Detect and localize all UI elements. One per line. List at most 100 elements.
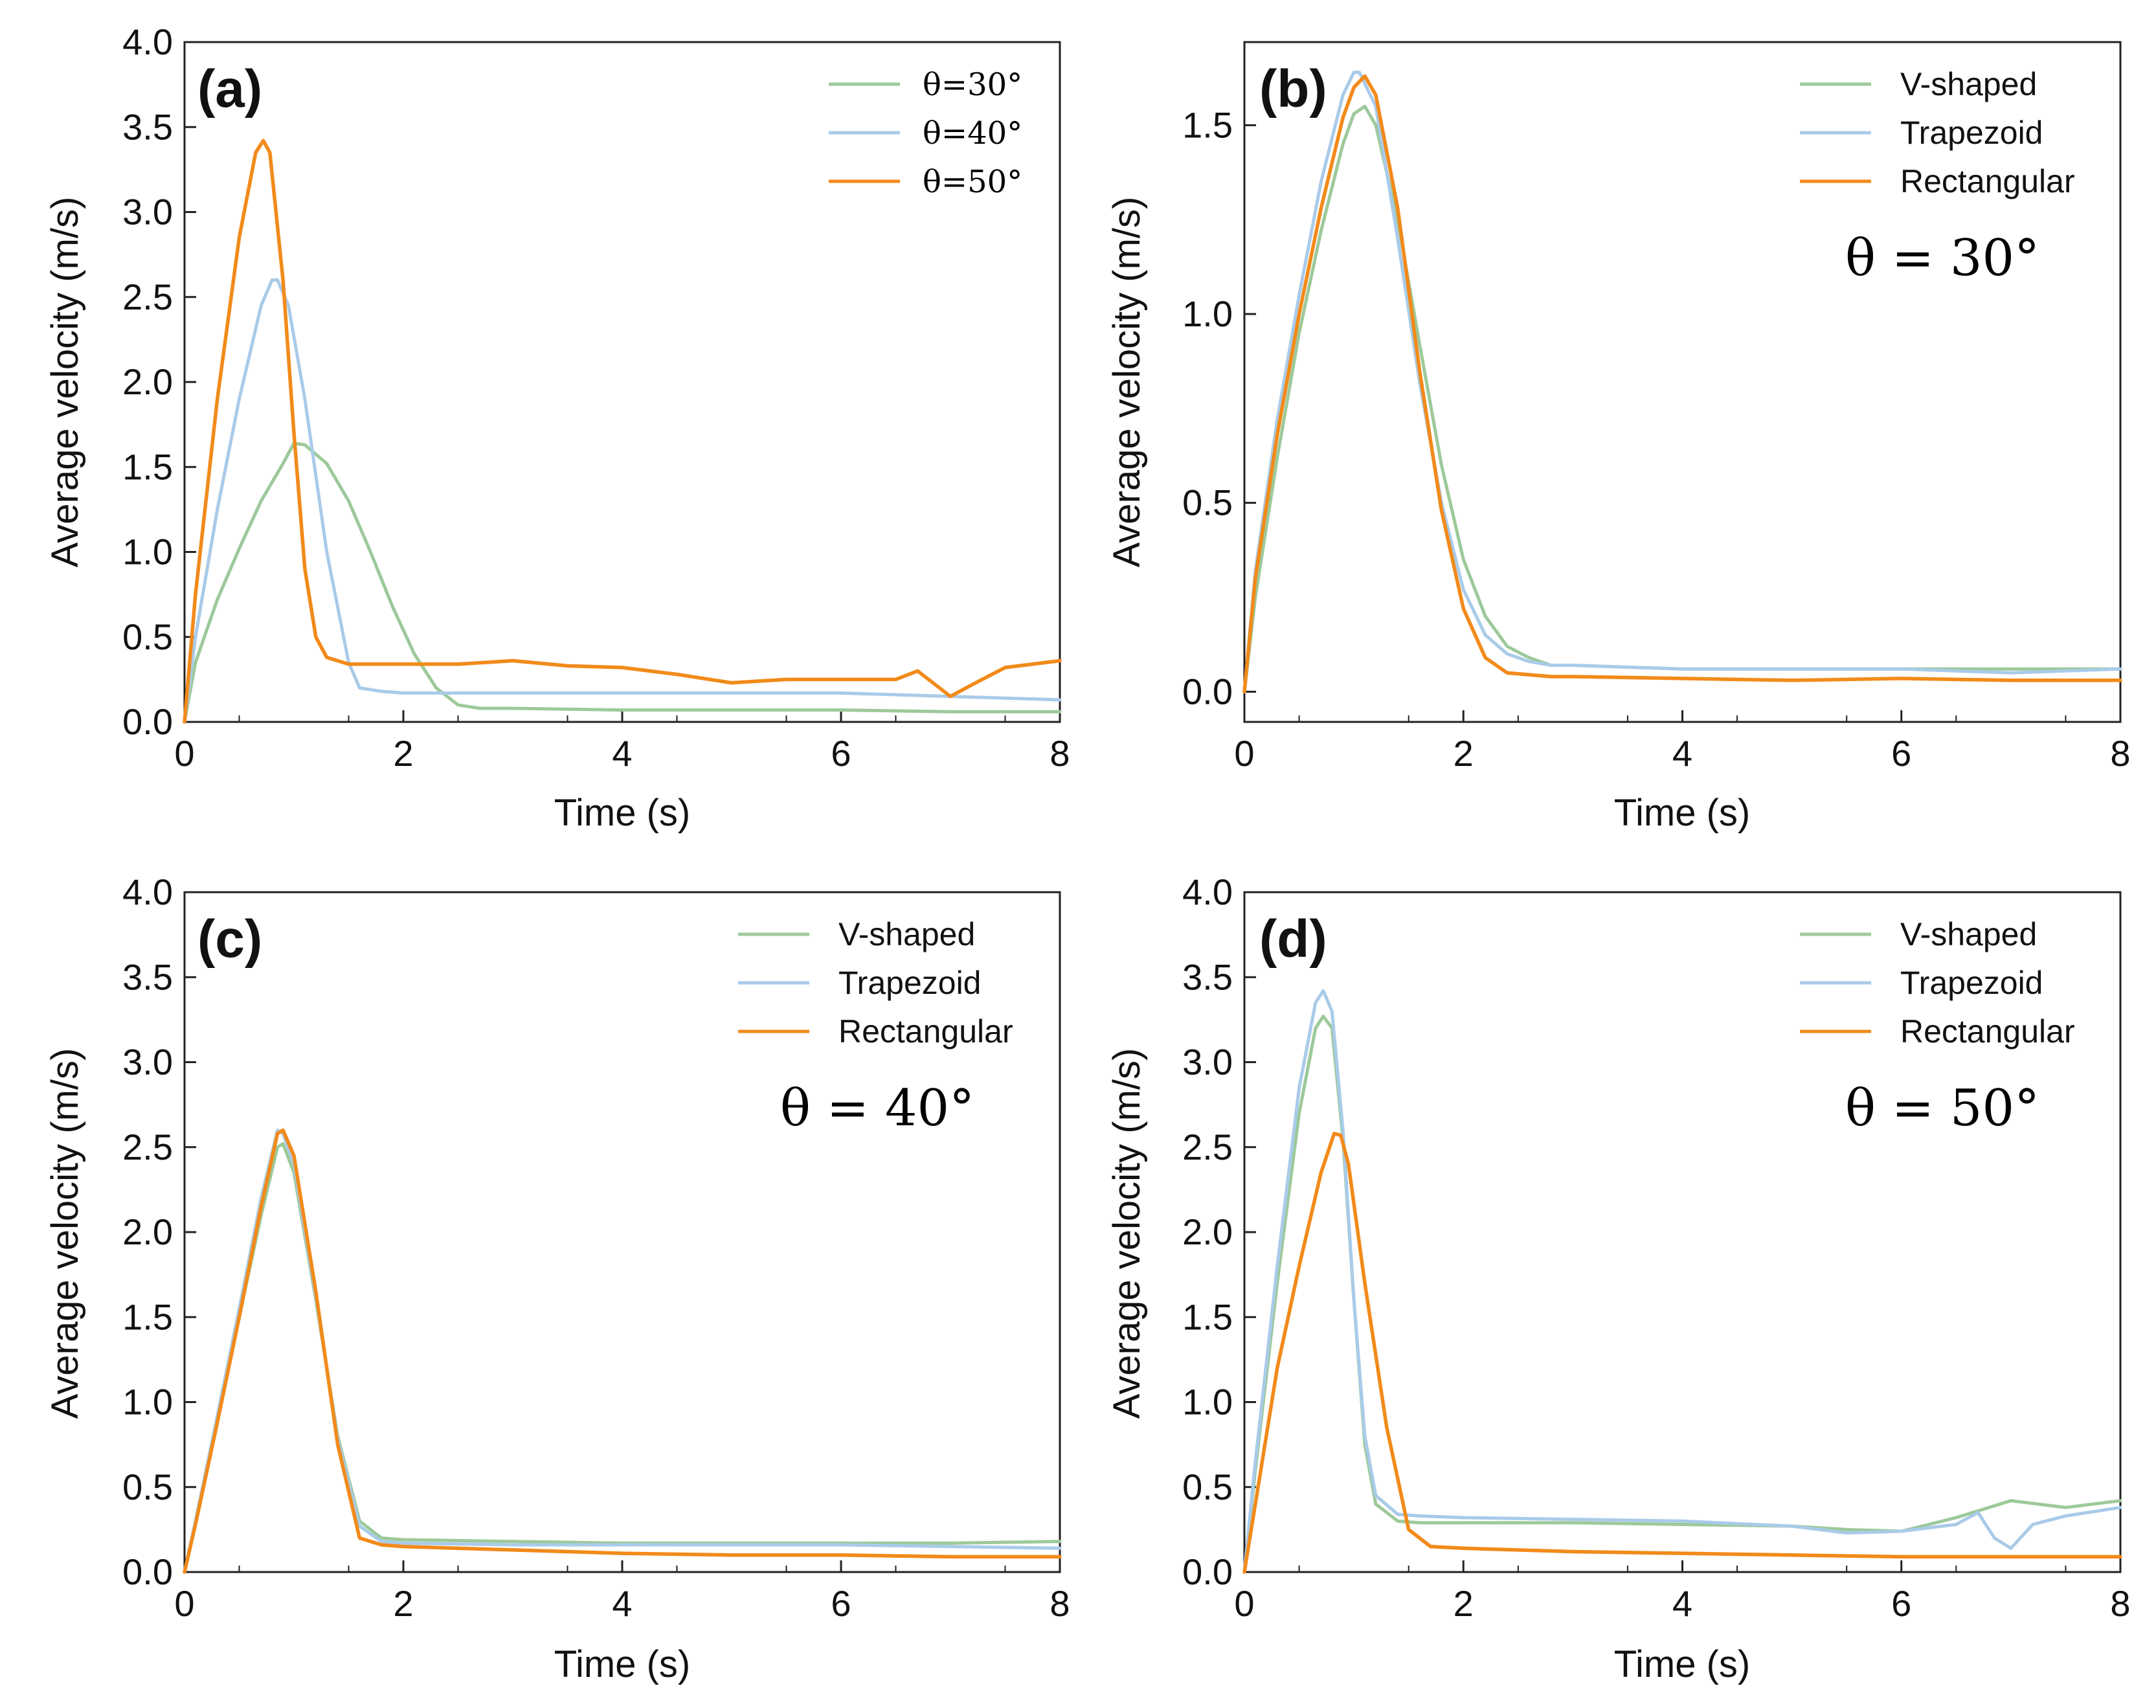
- panel-d-legend-label-1: V-shaped: [1900, 916, 2037, 952]
- panel-d-ylabel: Average velocity (m/s): [1106, 1048, 1148, 1419]
- panel-c-xtick-label-1: 2: [393, 1583, 413, 1624]
- panel-b-legend-label-1: V-shaped: [1900, 66, 2037, 102]
- panel-d-ytick-label-4: 2.0: [1182, 1211, 1233, 1252]
- panel-d-xtick-label-0: 0: [1234, 1583, 1254, 1624]
- panel-a-xtick-label-2: 4: [612, 733, 632, 774]
- panel-d-plot: 0 2 4 6 8 0.0 0.5 1.0 1.5 2.0 2.5 3.0 3.5 4.0: [1182, 871, 2130, 1624]
- panel-c-ytick-label-1: 0.5: [122, 1466, 173, 1507]
- panel-b-ytick-label-0: 0.0: [1182, 671, 1233, 712]
- panel-a-legend-label-3: θ=50°: [923, 164, 1022, 200]
- panel-b-legend-label-3: Rectangular: [1900, 163, 2075, 199]
- panel-d-ytick-label-1: 0.5: [1182, 1466, 1233, 1507]
- panel-d-xtick-label-4: 8: [2110, 1583, 2130, 1624]
- panel-d-ytick-label-5: 2.5: [1182, 1127, 1233, 1167]
- panel-c-label: (c): [197, 910, 262, 969]
- panel-d-xtick-label-1: 2: [1454, 1583, 1474, 1624]
- panel-d-ytick-label-7: 3.5: [1182, 956, 1233, 997]
- panel-c-xtick-label-0: 0: [174, 1583, 194, 1624]
- panel-b-ytick-label-1: 0.5: [1182, 482, 1233, 523]
- panel-c-ytick-label-2: 1.0: [122, 1382, 173, 1422]
- panel-a-ytick-label-8: 4.0: [122, 21, 173, 62]
- panel-d-ytick-label-2: 1.0: [1182, 1382, 1233, 1422]
- panel-d-ytick-label-8: 4.0: [1182, 871, 1233, 912]
- panel-a-xtick-label-3: 6: [831, 733, 851, 774]
- panel-c-xlabel: Time (s): [554, 1643, 690, 1685]
- panel-c-ytick-label-3: 1.5: [122, 1296, 173, 1337]
- panel-d-series-3-line: [1242, 1132, 2122, 1574]
- panel-a-ytick-label-3: 1.5: [122, 446, 173, 487]
- panel-a-series-3-line: [183, 139, 1062, 724]
- panel-b-label: (b): [1259, 60, 1327, 118]
- panel-a-ytick-label-5: 2.5: [122, 276, 173, 317]
- panel-c-series-2-line: [183, 1129, 1062, 1574]
- panel-a-ylabel: Average velocity (m/s): [44, 197, 86, 568]
- panel-d-legend-label-3: Rectangular: [1900, 1013, 2075, 1050]
- panel-b-ytick-label-2: 1.0: [1182, 293, 1233, 334]
- panel-a-xtick-label-4: 8: [1050, 733, 1070, 774]
- panel-a-legend: θ=30° θ=40° θ=50°: [829, 67, 1022, 200]
- panel-b-series-3-line: [1242, 74, 2122, 694]
- panel-c-ytick-label-5: 2.5: [122, 1127, 173, 1167]
- panel-a: 0 2 4 6 8 0.0 0.5 1.0 1.5 2.0 2.5 3.0 3.5 4.0 (a) Tim…: [44, 21, 1070, 834]
- panel-c-plot: 0 2 4 6 8 0.0 0.5 1.0 1.5 2.0 2.5 3.0 3.5 4.0: [122, 871, 1070, 1624]
- panel-d-series-2-line: [1242, 989, 2122, 1574]
- panel-a-ytick-label-0: 0.0: [122, 701, 173, 742]
- panel-a-xtick-label-1: 2: [393, 733, 413, 774]
- panel-a-ytick-label-7: 3.5: [122, 106, 173, 147]
- panel-a-ytick-label-1: 0.5: [122, 616, 173, 657]
- panel-a-series-1-line: [183, 442, 1062, 724]
- panel-c-ylabel: Average velocity (m/s): [44, 1048, 86, 1419]
- panel-b-xtick-label-3: 6: [1891, 733, 1911, 774]
- panel-a-xtick-label-0: 0: [174, 733, 194, 774]
- panel-a-legend-label-1: θ=30°: [923, 67, 1022, 103]
- panel-c-legend-label-1: V-shaped: [838, 916, 975, 952]
- panel-c-ytick-label-4: 2.0: [122, 1211, 173, 1252]
- panel-c-xtick-label-4: 8: [1050, 1583, 1070, 1624]
- panel-b-ylabel: Average velocity (m/s): [1106, 197, 1148, 568]
- panel-c-ytick-label-0: 0.0: [122, 1551, 173, 1592]
- panel-d-annotation: θ = 50°: [1845, 1079, 2039, 1138]
- panel-c-legend: V-shaped Trapezoid Rectangular: [738, 916, 1013, 1050]
- panel-c-ytick-label-8: 4.0: [122, 871, 173, 912]
- panel-a-ytick-label-4: 2.0: [122, 361, 173, 402]
- panel-d-legend: V-shaped Trapezoid Rectangular: [1800, 916, 2075, 1050]
- panel-d-xtick-label-2: 4: [1672, 1583, 1692, 1624]
- panel-d-ytick-label-0: 0.0: [1182, 1551, 1233, 1592]
- panel-b-xtick-label-1: 2: [1454, 733, 1474, 774]
- panel-b: 0 2 4 6 8 0.0 0.5 1.0 1.5 (b) Time (s) Average v…: [1106, 41, 2131, 834]
- panel-d-label: (d): [1259, 910, 1327, 969]
- panel-b-plot: 0 2 4 6 8 0.0 0.5 1.0 1.5: [1182, 71, 2131, 774]
- panel-a-xlabel: Time (s): [554, 792, 690, 834]
- panel-a-label: (a): [197, 60, 262, 118]
- panel-a-plot: 0 2 4 6 8 0.0 0.5 1.0 1.5 2.0 2.5 3.0 3.5 4.0: [122, 21, 1070, 774]
- panel-c-ytick-label-7: 3.5: [122, 956, 173, 997]
- panel-b-legend-label-2: Trapezoid: [1900, 115, 2043, 151]
- panel-a-series-2-line: [183, 278, 1062, 724]
- panel-d-xtick-label-3: 6: [1891, 1583, 1911, 1624]
- panel-b-xlabel: Time (s): [1614, 792, 1750, 834]
- panel-a-legend-label-2: θ=40°: [923, 115, 1022, 152]
- panel-b-legend: V-shaped Trapezoid Rectangular: [1800, 66, 2075, 199]
- panel-c-xtick-label-2: 4: [612, 1583, 632, 1624]
- panel-d-xlabel: Time (s): [1614, 1643, 1750, 1685]
- panel-b-annotation: θ = 30°: [1845, 229, 2039, 287]
- panel-c-series-1-line: [183, 1142, 1062, 1574]
- panel-b-xtick-label-2: 4: [1672, 733, 1692, 774]
- panel-c-legend-label-2: Trapezoid: [838, 965, 981, 1001]
- panel-b-xtick-label-4: 8: [2110, 733, 2130, 774]
- panel-c-legend-label-3: Rectangular: [838, 1013, 1013, 1050]
- panel-d-legend-label-2: Trapezoid: [1900, 965, 2043, 1001]
- panel-b-xtick-label-0: 0: [1234, 733, 1254, 774]
- panel-d: 0 2 4 6 8 0.0 0.5 1.0 1.5 2.0 2.5 3.0 3.5 4.0 (d) Tim…: [1106, 871, 2131, 1685]
- panel-c-xtick-label-3: 6: [831, 1583, 851, 1624]
- panel-a-ytick-label-6: 3.0: [122, 192, 173, 232]
- panel-d-ytick-label-6: 3.0: [1182, 1042, 1233, 1083]
- panel-c: 0 2 4 6 8 0.0 0.5 1.0 1.5 2.0 2.5 3.0 3.5 4.0 (c) Tim…: [44, 871, 1070, 1685]
- panel-b-ytick-label-3: 1.5: [1182, 104, 1233, 145]
- panel-d-ytick-label-3: 1.5: [1182, 1296, 1233, 1337]
- panel-c-annotation: θ = 40°: [780, 1079, 974, 1138]
- panel-a-ytick-label-2: 1.0: [122, 532, 173, 572]
- panel-c-ytick-label-6: 3.0: [122, 1042, 173, 1083]
- panel-d-series-1-line: [1242, 1015, 2122, 1574]
